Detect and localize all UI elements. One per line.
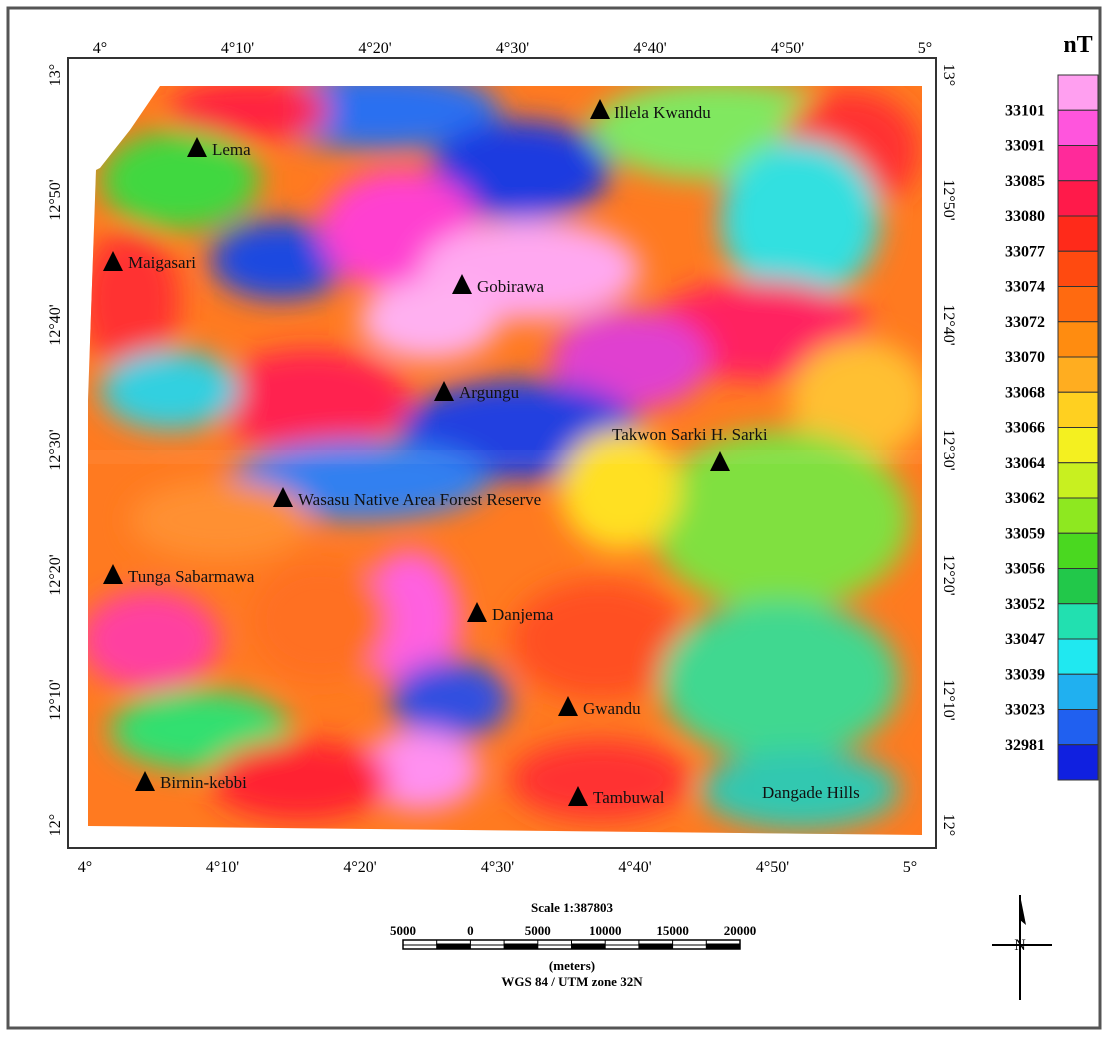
lat-tick-right: 12° — [940, 814, 957, 836]
legend-label: 33068 — [1005, 384, 1045, 401]
lon-tick-bottom: 4° — [78, 859, 92, 876]
legend-label: 33077 — [1005, 243, 1045, 260]
lon-tick-bottom: 4°50' — [756, 859, 789, 876]
lat-tick-right: 12°30' — [940, 429, 957, 470]
scale-tick: 0 — [467, 923, 474, 938]
legend-swatch — [1058, 287, 1098, 322]
place-label: Birnin-kebbi — [160, 773, 247, 792]
lat-tick-right: 12°50' — [940, 179, 957, 220]
legend-label: 33062 — [1005, 490, 1045, 507]
place-label: Maigasari — [128, 253, 196, 272]
legend-label: 33070 — [1005, 349, 1045, 366]
lon-tick-top: 4° — [93, 40, 107, 57]
legend-label: 33091 — [1005, 138, 1045, 155]
place-label: Argungu — [459, 383, 520, 402]
lon-tick-top: 4°40' — [633, 40, 666, 57]
legend-label: 33052 — [1005, 596, 1045, 613]
legend-label: 33039 — [1005, 666, 1045, 683]
scale-title: Scale 1:387803 — [531, 900, 613, 915]
scale-unit: (meters) — [549, 958, 595, 973]
place-label: Takwon Sarki H. Sarki — [612, 425, 768, 444]
legend-label: 33085 — [1005, 173, 1045, 190]
legend-swatch — [1058, 745, 1098, 780]
lon-tick-bottom: 4°40' — [618, 859, 651, 876]
lon-tick-top: 4°20' — [358, 40, 391, 57]
lat-tick-left: 12°20' — [47, 554, 64, 595]
place-label: Danjema — [492, 605, 554, 624]
scale-tick: 5000 — [390, 923, 416, 938]
legend-unit: nT — [1063, 32, 1092, 58]
place-label: Tunga Sabarmawa — [128, 567, 255, 586]
legend-swatch — [1058, 674, 1098, 709]
legend-label: 33059 — [1005, 525, 1045, 542]
lat-tick-right: 12°40' — [940, 304, 957, 345]
lat-tick-left: 12°10' — [47, 679, 64, 720]
legend-label: 33023 — [1005, 702, 1045, 719]
legend-swatch — [1058, 604, 1098, 639]
place-label: Wasasu Native Area Forest Reserve — [298, 490, 541, 509]
lat-tick-left: 12°40' — [47, 304, 64, 345]
lon-tick-bottom: 4°30' — [481, 859, 514, 876]
lat-tick-right: 12°20' — [940, 554, 957, 595]
legend-swatch — [1058, 392, 1098, 427]
magnetic-raster — [80, 70, 930, 840]
lat-tick-right: 13° — [940, 64, 957, 86]
lon-tick-bottom: 5° — [903, 859, 917, 876]
lat-tick-left: 12°50' — [47, 179, 64, 220]
scale-tick: 10000 — [589, 923, 622, 938]
legend-swatch — [1058, 710, 1098, 745]
lat-tick-left: 13° — [47, 64, 64, 86]
place-label: Dangade Hills — [762, 783, 860, 802]
place-label: Gwandu — [583, 699, 641, 718]
legend-label: 33080 — [1005, 208, 1045, 225]
place-label: Lema — [212, 140, 251, 159]
legend-swatch — [1058, 533, 1098, 568]
lon-tick-top: 4°30' — [496, 40, 529, 57]
north-label: N — [1014, 937, 1026, 954]
legend-swatch — [1058, 216, 1098, 251]
legend-swatch — [1058, 639, 1098, 674]
legend-swatch — [1058, 322, 1098, 357]
legend-label: 33064 — [1005, 455, 1045, 472]
map-figure: 4° 4° 4°10' 4°10' 4°20' 4°20' 4°30' 4°30' 4°40' 4… — [0, 0, 1106, 1034]
lon-tick-bottom: 4°20' — [343, 859, 376, 876]
legend-swatch — [1058, 110, 1098, 145]
legend-swatch — [1058, 498, 1098, 533]
lon-tick-bottom: 4°10' — [206, 859, 239, 876]
lon-tick-top: 4°50' — [771, 40, 804, 57]
legend-swatch — [1058, 146, 1098, 181]
legend-swatch — [1058, 357, 1098, 392]
legend-swatch — [1058, 181, 1098, 216]
legend-label: 33056 — [1005, 561, 1045, 578]
legend-swatch — [1058, 428, 1098, 463]
place-label: Illela Kwandu — [614, 103, 711, 122]
lon-tick-top: 4°10' — [221, 40, 254, 57]
legend-swatch — [1058, 251, 1098, 286]
lat-tick-right: 12°10' — [940, 679, 957, 720]
legend-label: 33072 — [1005, 314, 1045, 331]
lat-tick-left: 12°30' — [47, 429, 64, 470]
scale-tick: 5000 — [525, 923, 551, 938]
scale-tick: 20000 — [724, 923, 757, 938]
lat-tick-left: 12° — [47, 814, 64, 836]
legend-label: 32981 — [1005, 737, 1045, 754]
legend-label: 33101 — [1005, 102, 1045, 119]
legend-swatch — [1058, 463, 1098, 498]
legend-swatch — [1058, 75, 1098, 110]
legend-swatch — [1058, 569, 1098, 604]
projection: WGS 84 / UTM zone 32N — [501, 974, 643, 989]
place-label: Gobirawa — [477, 277, 544, 296]
lon-tick-top: 5° — [918, 40, 932, 57]
scale-tick: 15000 — [656, 923, 689, 938]
place-label: Tambuwal — [593, 788, 665, 807]
legend-label: 33074 — [1005, 279, 1045, 296]
legend-label: 33047 — [1005, 631, 1045, 648]
legend-label: 33066 — [1005, 420, 1045, 437]
